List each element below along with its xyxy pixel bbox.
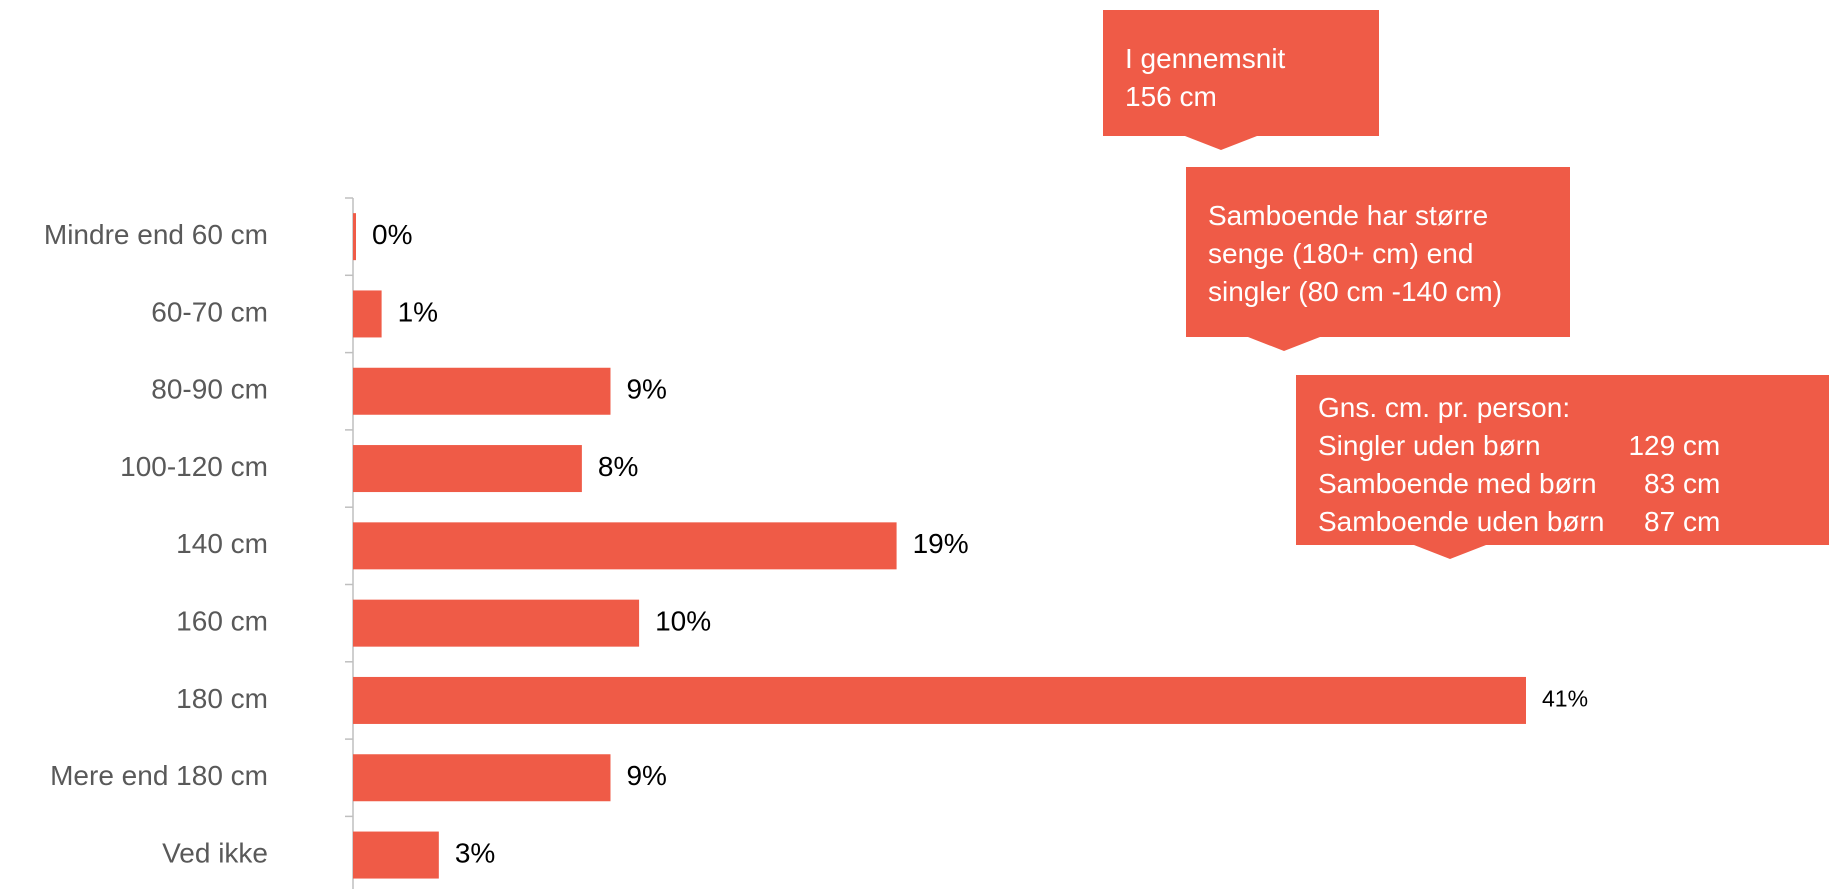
per-person-row-label: Samboende med børn [1318,468,1597,499]
axis-ticks [345,197,353,818]
average-callout-pointer [1185,136,1257,150]
category-label: 140 cm [176,528,268,559]
bar [353,831,439,879]
category-label: 180 cm [176,683,268,714]
category-label: 160 cm [176,606,268,637]
per-person-row: Samboende med børn 83 cm [1318,465,1720,503]
category-label: Mere end 180 cm [50,760,268,791]
value-label: 9% [626,374,666,405]
couples-callout: Samboende har større senge (180+ cm) end… [1186,167,1570,351]
category-labels: Mindre end 60 cm 60-70 cm 80-90 cm 100-120 … [44,219,268,868]
category-label: Mindre end 60 cm [44,219,268,250]
bar [353,522,897,570]
couples-callout-line-1: Samboende har større [1208,200,1489,231]
per-person-row: Samboende uden børn 87 cm [1318,503,1720,541]
bar [353,213,356,261]
value-label: 19% [913,528,969,559]
per-person-row-value: 83 cm [1644,468,1721,499]
per-person-callout: Gns. cm. pr. person: Singler uden børn 1… [1296,375,1829,559]
average-callout-line-1: I gennemsnit [1125,43,1286,74]
bar [353,754,611,802]
bar [353,445,582,493]
category-label: Ved ikke [162,837,268,868]
per-person-row-value: 129 cm [1628,430,1721,461]
bar [353,676,1526,724]
value-label: 41% [1542,686,1588,712]
value-label: 9% [626,760,666,791]
bar [353,290,382,338]
per-person-table: Singler uden børn 129 cm Samboende med b… [1318,427,1720,541]
value-label: 1% [398,296,438,327]
value-label: 10% [655,606,711,637]
couples-callout-line-2: senge (180+ cm) end [1208,238,1474,269]
category-label: 80-90 cm [151,374,268,405]
bar [353,367,611,415]
per-person-callout-pointer [1414,545,1486,559]
bars [353,213,1526,879]
value-label: 3% [455,837,495,868]
value-label: 8% [598,451,638,482]
average-callout-line-2: 156 cm [1125,81,1217,112]
category-label: 100-120 cm [120,451,268,482]
per-person-row-label: Singler uden børn [1318,430,1541,461]
per-person-row-value: 87 cm [1644,506,1721,537]
value-labels: 0% 1% 9% 8% 19% 10% 41% 9% 3% [372,219,1588,868]
per-person-callout-title: Gns. cm. pr. person: [1318,392,1571,423]
category-label: 60-70 cm [151,296,268,327]
per-person-row-label: Samboende uden børn [1318,506,1605,537]
couples-callout-line-3: singler (80 cm -140 cm) [1208,276,1503,307]
bar [353,599,640,647]
average-callout: I gennemsnit 156 cm [1103,10,1379,150]
couples-callout-pointer [1248,337,1320,351]
value-label: 0% [372,219,412,250]
per-person-row: Singler uden børn 129 cm [1318,427,1720,465]
